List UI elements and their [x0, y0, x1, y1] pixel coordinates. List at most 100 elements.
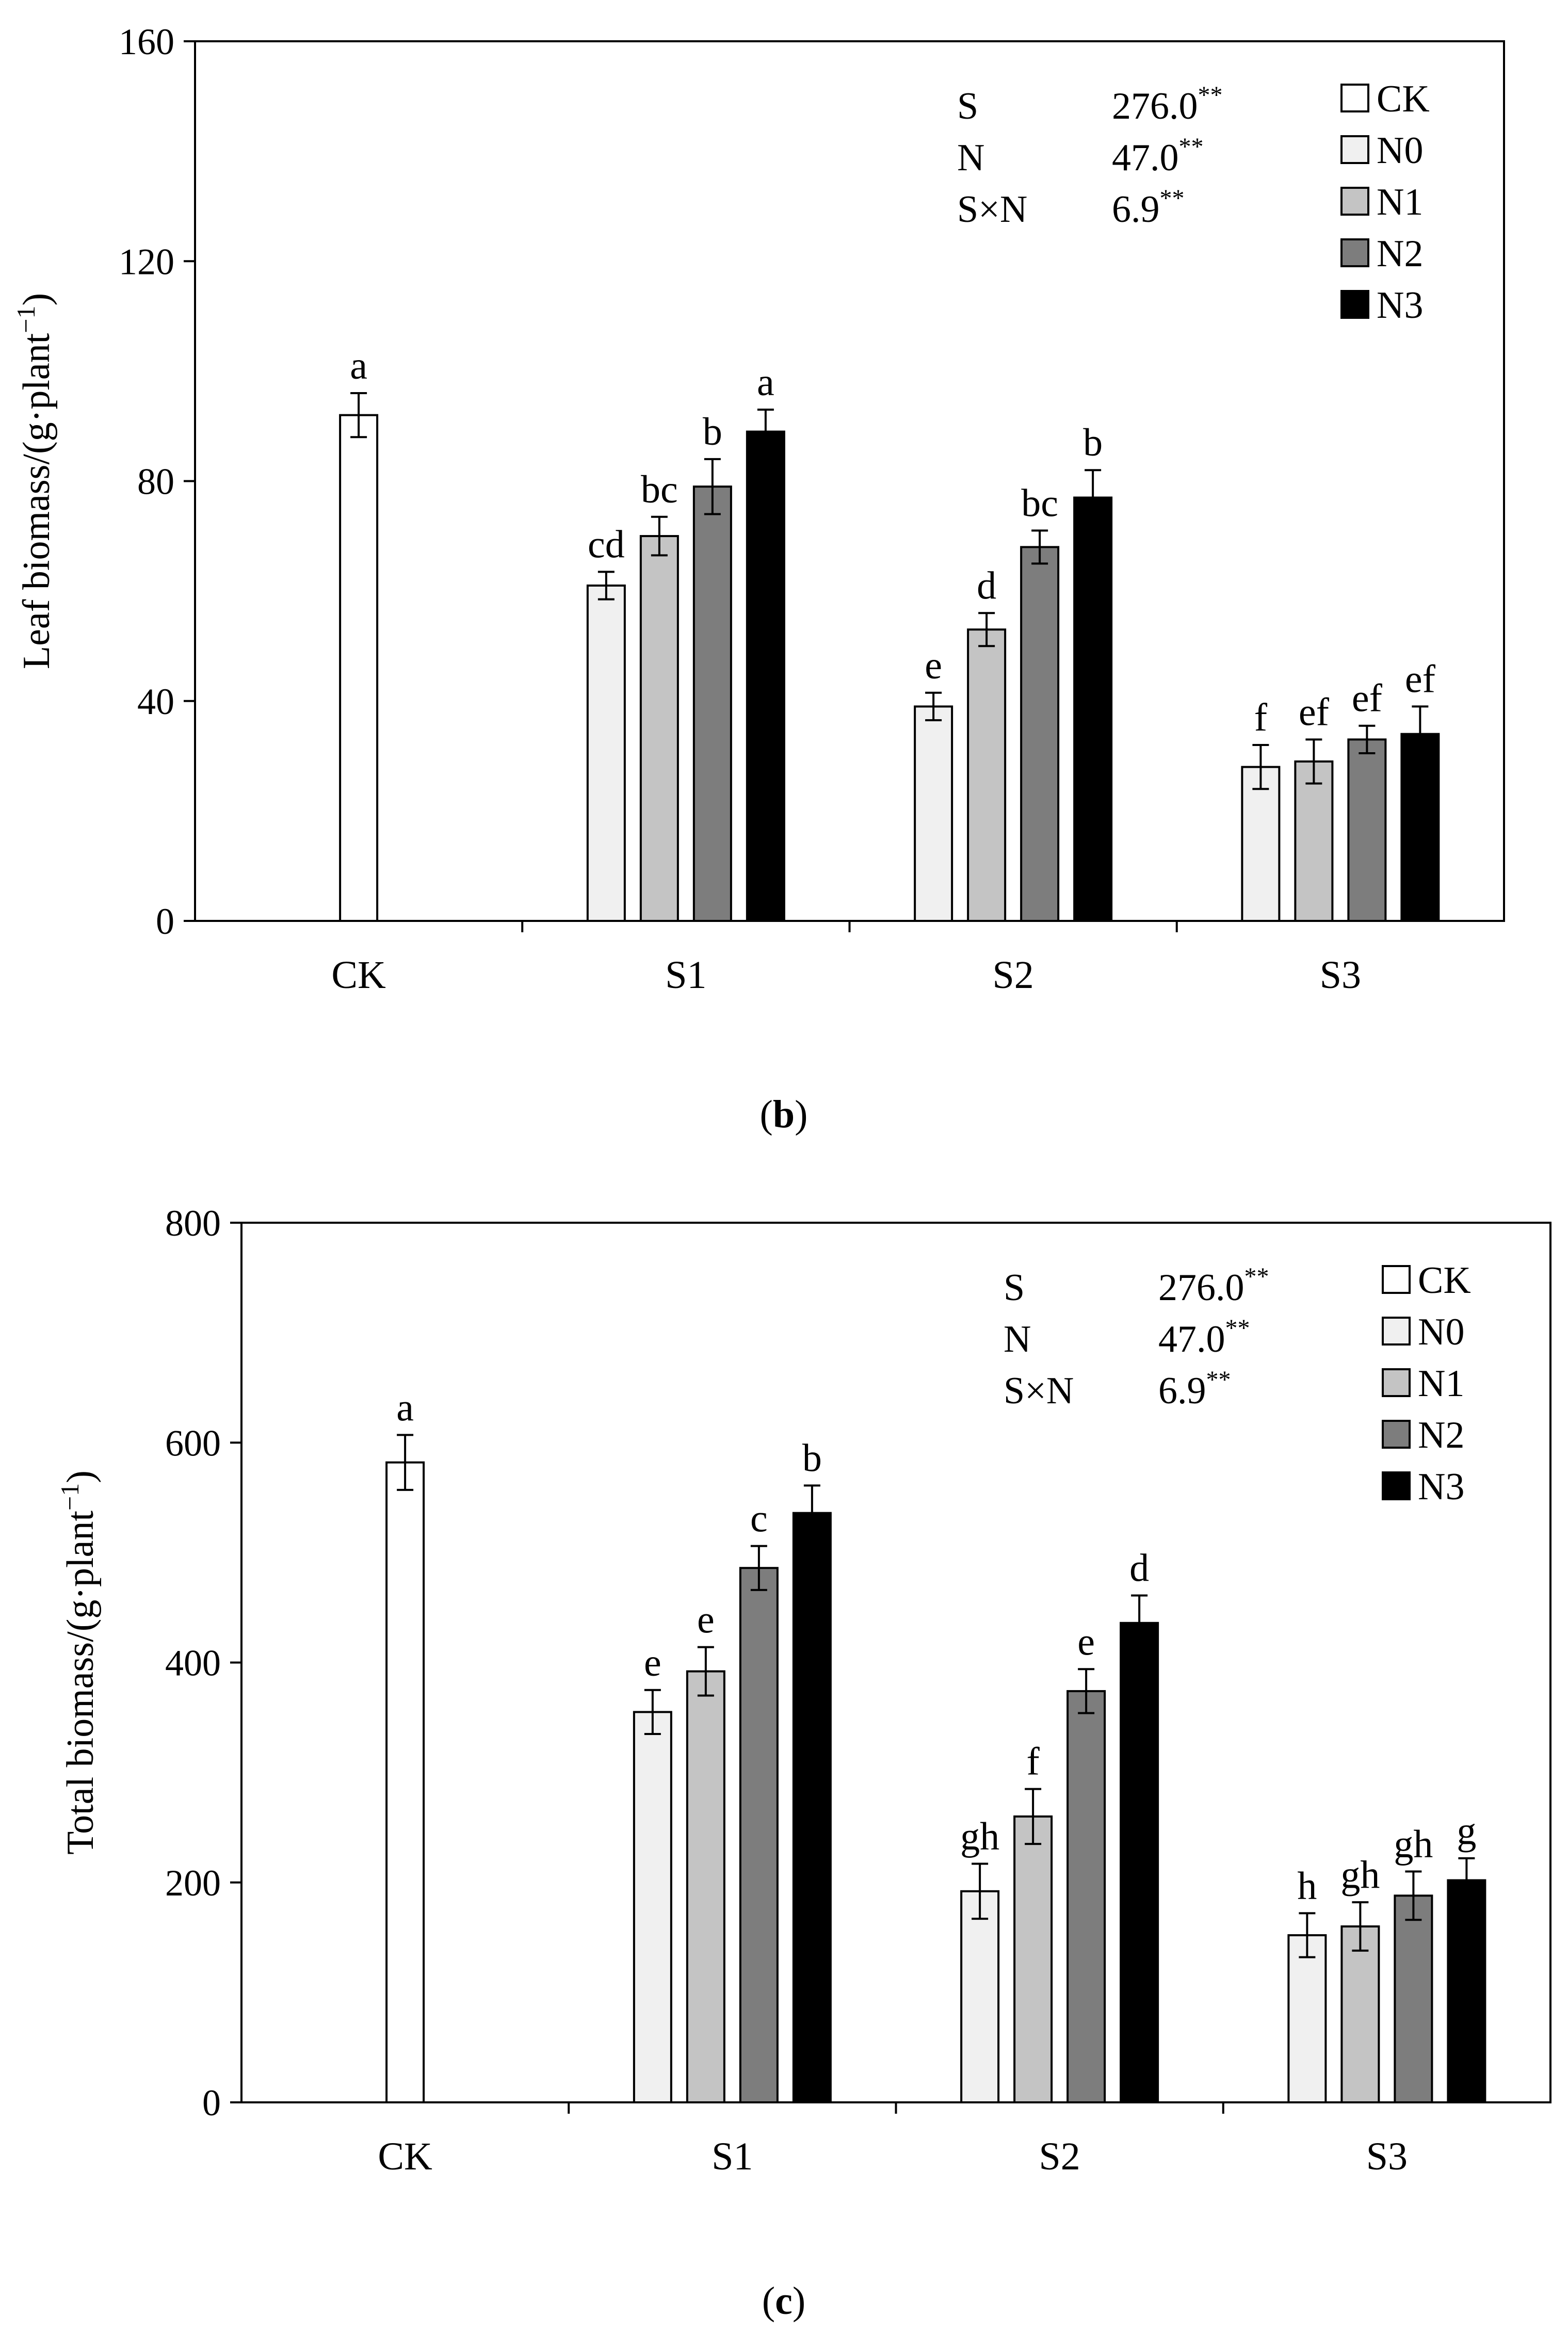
y-axis-label: Total biomass/(g·plant−1) — [55, 1470, 102, 1855]
y-tick-label: 800 — [165, 1203, 221, 1244]
legend-label: N1 — [1377, 181, 1423, 223]
significance-letter: bc — [641, 468, 678, 511]
y-tick-label: 200 — [165, 1862, 221, 1904]
stats-value: 276.0** — [1112, 82, 1223, 127]
legend-swatch-CK — [1340, 84, 1369, 112]
legend-label: N0 — [1377, 129, 1423, 172]
significance-letter: e — [1077, 1620, 1095, 1663]
y-tick-label: 600 — [165, 1422, 221, 1464]
stats-value: 6.9** — [1158, 1366, 1231, 1412]
bar-N0-S3 — [1241, 766, 1281, 922]
significance-letter: c — [750, 1497, 768, 1541]
stats-value: 276.0** — [1158, 1263, 1269, 1309]
x-category-label: S1 — [712, 2135, 753, 2178]
legend-swatch-N1 — [1340, 187, 1369, 216]
significance-letter: bc — [1021, 481, 1058, 525]
bar-N0-S1 — [633, 1711, 672, 2103]
y-tick-label: 0 — [202, 2082, 221, 2124]
bar-N3-S3 — [1400, 733, 1440, 922]
significance-letter: ef — [1299, 690, 1330, 734]
x-category-label: S3 — [1320, 953, 1361, 997]
bar-N2-S3 — [1394, 1894, 1433, 2103]
y-axis-label: Leaf biomass/(g·plant−1) — [11, 293, 58, 669]
bar-N1-S3 — [1340, 1925, 1380, 2103]
stats-factor: S — [957, 85, 978, 127]
y-tick-label: 0 — [156, 901, 174, 942]
bar-N1-S2 — [967, 628, 1007, 922]
panel-total-biomass: 0 200 400 600 800 CK S1 S2 S3 Total biomass/(g·pl… — [55, 1203, 1551, 2323]
bar-N0-S1 — [586, 584, 626, 922]
legend-swatch-CK — [1382, 1265, 1411, 1294]
x-category-label: CK — [378, 2135, 432, 2178]
y-tick-label: 160 — [119, 21, 174, 62]
stats-value: 47.0** — [1158, 1315, 1250, 1360]
significance-letter: f — [1254, 696, 1268, 739]
y-tick-label: 400 — [165, 1643, 221, 1684]
significance-letter: g — [1457, 1809, 1476, 1853]
significance-letter: d — [1129, 1546, 1149, 1590]
significance-letter: e — [925, 644, 942, 687]
y-tick-label: 80 — [137, 461, 174, 503]
bar-N2-S2 — [1020, 546, 1060, 922]
legend-swatch-N2 — [1382, 1420, 1411, 1449]
bar-N2-S1 — [739, 1567, 779, 2103]
bar-CK-CK — [339, 414, 379, 922]
stats-factor: S×N — [957, 188, 1027, 231]
legend-swatch-N1 — [1382, 1368, 1411, 1397]
significance-letter: gh — [1340, 1853, 1380, 1897]
bar-N1-S2 — [1013, 1815, 1053, 2103]
bar-N1-S1 — [639, 535, 679, 922]
bar-N3-S2 — [1120, 1622, 1159, 2103]
significance-letter: gh — [960, 1815, 999, 1858]
significance-letter: ef — [1352, 677, 1383, 720]
bar-N1-S3 — [1294, 760, 1334, 922]
x-category-label: S1 — [665, 953, 706, 997]
bar-N0-S2 — [960, 1890, 1000, 2104]
bar-N3-S1 — [746, 430, 785, 922]
significance-letter: b — [703, 410, 722, 453]
bar-N1-S1 — [686, 1670, 725, 2104]
significance-letter: d — [977, 564, 996, 607]
stats-factor: S×N — [1004, 1370, 1074, 1412]
legend-label: N2 — [1377, 233, 1423, 275]
bar-N3-S3 — [1447, 1879, 1486, 2104]
significance-letter: ef — [1405, 657, 1436, 701]
significance-letter: f — [1026, 1740, 1040, 1784]
significance-letter: a — [396, 1386, 414, 1429]
y-tick-label: 40 — [137, 681, 174, 722]
legend-swatch-N3 — [1382, 1471, 1411, 1500]
stats-factor: N — [1004, 1318, 1031, 1360]
legend-label: N0 — [1418, 1311, 1464, 1353]
stats-value: 6.9** — [1112, 185, 1185, 231]
bar-N0-S3 — [1287, 1934, 1327, 2104]
significance-letter: a — [757, 361, 774, 404]
legend-label: CK — [1418, 1259, 1471, 1302]
bar-N2-S2 — [1066, 1690, 1106, 2104]
significance-letter: b — [802, 1436, 822, 1480]
legend-label: N2 — [1418, 1414, 1464, 1456]
significance-letter: a — [350, 344, 367, 387]
x-category-label: S2 — [1039, 2135, 1080, 2178]
x-category-label: S3 — [1366, 2135, 1408, 2178]
legend-swatch-N0 — [1340, 135, 1369, 164]
legend-label: N1 — [1418, 1363, 1464, 1405]
stats-factor: N — [957, 137, 984, 179]
x-category-label: CK — [331, 953, 386, 997]
bar-N3-S1 — [792, 1512, 832, 2103]
significance-letter: e — [644, 1641, 661, 1684]
stats-factor: S — [1004, 1267, 1025, 1309]
legend-swatch-N3 — [1340, 290, 1369, 319]
panel-caption: (b) — [760, 1093, 808, 1136]
bar-N3-S2 — [1073, 496, 1113, 922]
legend-label: CK — [1377, 78, 1430, 120]
bar-CK-CK — [385, 1461, 425, 2103]
significance-letter: e — [697, 1598, 715, 1642]
bar-N2-S3 — [1347, 738, 1387, 922]
legend-label: N3 — [1418, 1466, 1464, 1508]
bar-N0-S2 — [914, 705, 953, 922]
significance-letter: h — [1297, 1864, 1317, 1907]
panel-caption: (c) — [762, 2279, 805, 2323]
legend-label: N3 — [1377, 284, 1423, 327]
panel-leaf-biomass: 0 40 80 120 160 CK S1 S2 S3 Leaf biomass/(g·plant… — [11, 21, 1505, 1136]
stats-value: 47.0** — [1112, 133, 1204, 179]
